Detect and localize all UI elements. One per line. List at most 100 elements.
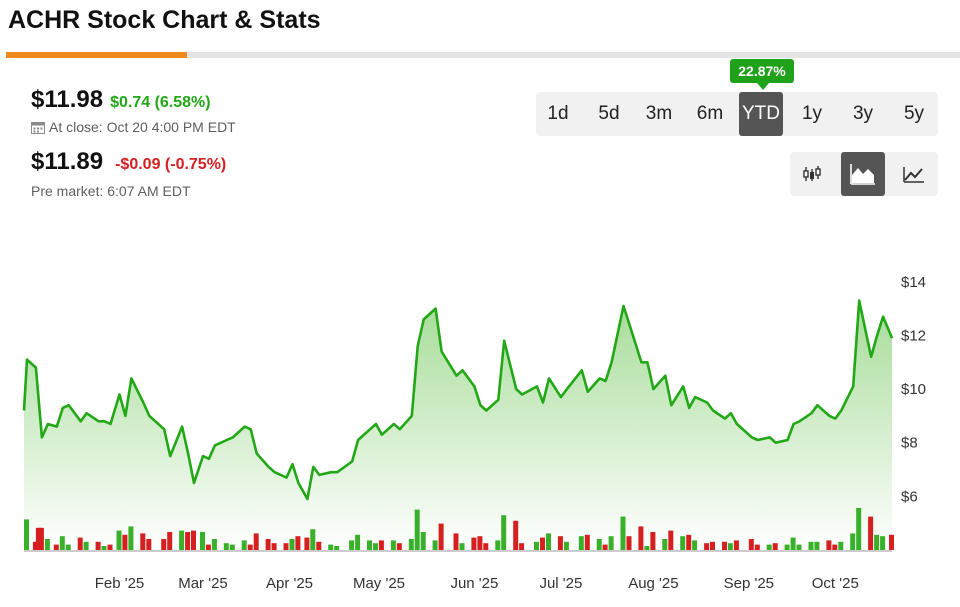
- volume-bar: [826, 540, 832, 550]
- volume-bar: [727, 543, 733, 550]
- calendar-icon: [31, 121, 45, 134]
- volume-bar: [832, 544, 838, 550]
- volume-bar: [432, 540, 438, 550]
- volume-bar: [534, 541, 539, 550]
- volume-bar: [477, 536, 483, 550]
- volume-bar: [710, 541, 715, 550]
- volume-bar: [704, 543, 710, 550]
- volume-bar: [83, 541, 89, 550]
- volume-bar: [179, 530, 185, 550]
- volume-bar: [223, 543, 229, 550]
- volume-bar: [880, 536, 886, 550]
- volume-bar: [355, 534, 361, 550]
- y-tick-label: $14: [901, 274, 926, 291]
- candlestick-icon: [803, 166, 821, 181]
- volume-bar: [140, 533, 146, 550]
- y-tick-label: $12: [901, 327, 926, 344]
- range-6m-button[interactable]: 6m: [696, 103, 724, 124]
- line-chart-button[interactable]: [892, 152, 936, 196]
- volume-bar: [191, 530, 196, 550]
- volume-bar: [483, 543, 489, 550]
- volume-bar: [373, 543, 378, 550]
- close-time: At close: Oct 20 4:00 PM EDT: [49, 119, 236, 135]
- volume-bar: [513, 520, 519, 550]
- volume-bar: [271, 543, 277, 550]
- time-range-selector: 1d 5d 3m 6m YTD 1y 3y 5y: [536, 92, 938, 136]
- volume-bar: [733, 540, 739, 550]
- chart-type-selector: [790, 152, 938, 196]
- volume-bar: [200, 532, 205, 550]
- range-1d-button[interactable]: 1d: [547, 103, 569, 124]
- volume-bar: [808, 541, 814, 550]
- volume-bar: [414, 509, 420, 550]
- range-3y-button[interactable]: 3y: [852, 103, 874, 124]
- x-tick-label: Jun '25: [450, 575, 498, 592]
- volume-bar: [44, 539, 50, 550]
- volume-bar: [501, 515, 507, 550]
- range-5y-button[interactable]: 5y: [903, 103, 925, 124]
- close-quote: $11.98 $0.74 (6.58%): [31, 86, 211, 114]
- premarket-change: -$0.09 (-0.75%): [115, 156, 227, 173]
- volume-bar: [584, 534, 590, 550]
- volume-bar: [185, 532, 191, 550]
- x-tick-label: Feb '25: [95, 575, 145, 592]
- volume-bar: [874, 534, 880, 550]
- volume-bar: [408, 539, 414, 550]
- volume-bar: [692, 540, 698, 550]
- volume-bar: [889, 534, 894, 550]
- premarket-price: $11.89: [31, 148, 104, 175]
- volume-bar: [205, 544, 211, 550]
- volume-bar: [247, 544, 253, 550]
- volume-bar: [453, 533, 459, 550]
- volume-bar: [38, 527, 44, 550]
- volume-bar: [334, 546, 340, 550]
- volume-bar: [167, 532, 173, 550]
- volume-bar: [378, 540, 384, 550]
- volume-bar: [32, 541, 38, 550]
- volume-bar: [310, 529, 316, 550]
- volume-bar: [644, 546, 650, 550]
- volume-bar: [650, 532, 656, 550]
- volume-bar: [626, 536, 632, 550]
- volume-bar: [161, 539, 167, 550]
- range-5d-button[interactable]: 5d: [598, 103, 620, 124]
- x-tick-label: Aug '25: [628, 575, 678, 592]
- volume-bar: [229, 544, 235, 550]
- volume-bar: [608, 536, 614, 550]
- x-tick-label: Sep '25: [724, 575, 774, 592]
- premarket-quote: $11.89 -$0.09 (-0.75%): [31, 148, 226, 176]
- volume-bar: [686, 534, 692, 550]
- close-time-row: At close: Oct 20 4:00 PM EDT: [31, 119, 236, 135]
- volume-bar: [390, 540, 396, 550]
- volume-bar: [557, 536, 563, 550]
- volume-bar: [283, 543, 289, 550]
- volume-bar: [546, 533, 551, 550]
- volume-bar: [471, 537, 477, 550]
- y-tick-label: $6: [901, 488, 918, 505]
- range-ytd-button[interactable]: YTD: [739, 92, 783, 136]
- active-tab-indicator: [6, 52, 187, 58]
- area-chart-button[interactable]: [841, 152, 885, 196]
- tab-underline: [6, 52, 960, 58]
- volume-bar: [122, 534, 128, 550]
- volume-bar: [784, 544, 790, 550]
- volume-bar: [680, 536, 686, 550]
- volume-bar: [241, 540, 247, 550]
- volume-bar: [748, 539, 754, 550]
- page-title: ACHR Stock Chart & Stats: [8, 6, 321, 34]
- volume-bar: [602, 544, 608, 550]
- volume-bar: [328, 544, 334, 550]
- x-tick-label: Oct '25: [812, 575, 859, 592]
- range-3m-button[interactable]: 3m: [645, 103, 673, 124]
- volume-bar: [65, 544, 71, 550]
- price-chart: $14 $12 $10 $8 $6 Feb '25 Mar '25 Apr '25 May '…: [22, 274, 926, 592]
- range-1y-button[interactable]: 1y: [801, 103, 823, 124]
- line-chart-icon: [903, 167, 924, 183]
- volume-bar: [253, 533, 259, 550]
- volume-bar: [766, 544, 772, 550]
- volume-bar: [814, 541, 820, 550]
- price-line: [22, 299, 894, 501]
- candlestick-chart-button[interactable]: [790, 152, 834, 196]
- x-tick-label: May '25: [353, 575, 405, 592]
- volume-bar: [850, 533, 856, 550]
